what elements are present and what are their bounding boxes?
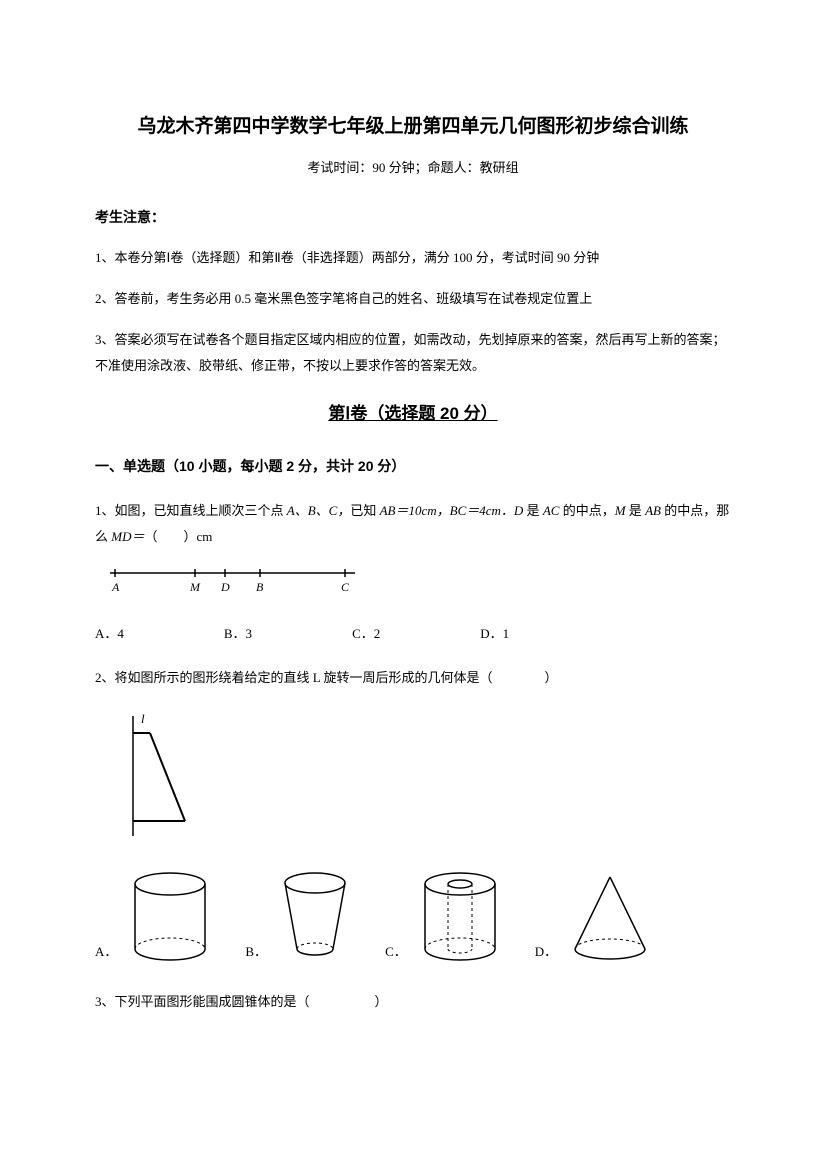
q2-option-d-wrap: D．	[535, 869, 655, 964]
notice-header: 考生注意：	[95, 205, 731, 230]
question-2: 2、将如图所示的图形绕着给定的直线 L 旋转一周后形成的几何体是（ ）	[95, 665, 731, 691]
cone-icon	[565, 869, 655, 964]
q1-line-diagram: A M D B C	[110, 565, 731, 602]
q1-end: （ ）cm	[144, 529, 212, 544]
q2-shape-options: A． B． C．	[95, 869, 731, 964]
rotation-svg: l	[115, 711, 215, 841]
q2-option-a-label: A．	[95, 940, 117, 963]
q1-t3: 是	[527, 503, 543, 518]
notice-item-1: 1、本卷分第Ⅰ卷（选择题）和第Ⅱ卷（非选择题）两部分，满分 100 分，考试时间…	[95, 245, 731, 271]
q1-m: M	[615, 503, 629, 518]
q2-option-c-label: C．	[385, 940, 407, 963]
notice-item-2: 2、答卷前，考生务必用 0.5 毫米黑色签字笔将自己的姓名、班级填写在试卷规定位…	[95, 286, 731, 312]
q1-ab2: AB	[645, 503, 664, 518]
q1-t2: 已知	[350, 503, 379, 518]
frustum-icon	[275, 869, 355, 964]
q1-md: MD＝	[111, 529, 144, 544]
svg-text:B: B	[256, 580, 264, 594]
q1-text: 1、如图，已知直线上顺次三个点	[95, 503, 287, 518]
q2-option-d-label: D．	[535, 940, 557, 963]
q1-options: A．4 B．3 C．2 D．1	[95, 622, 731, 645]
q2-option-b-label: B．	[245, 940, 267, 963]
q1-option-c: C．2	[352, 622, 380, 645]
line-svg: A M D B C	[110, 565, 360, 595]
q1-ab: AB＝10cm，BC＝4cm．D	[380, 503, 527, 518]
q1-option-a: A．4	[95, 622, 124, 645]
notice-item-3: 3、答案必须写在试卷各个题目指定区域内相应的位置，如需改动，先划掉原来的答案，然…	[95, 327, 731, 379]
q1-t4: 的中点，	[563, 503, 615, 518]
q1-option-b: B．3	[224, 622, 252, 645]
q2-option-b-wrap: B．	[245, 869, 355, 964]
q2-option-a-wrap: A．	[95, 869, 215, 964]
page-subtitle: 考试时间：90 分钟；命题人：教研组	[95, 156, 731, 179]
q1-ac: AC	[543, 503, 563, 518]
svg-text:M: M	[189, 580, 201, 594]
page-title: 乌龙木齐第四中学数学七年级上册第四单元几何图形初步综合训练	[95, 110, 731, 144]
question-1: 1、如图，已知直线上顺次三个点 A、B、C，已知 AB＝10cm，BC＝4cm．…	[95, 498, 731, 550]
q2-option-c-wrap: C．	[385, 869, 505, 964]
q2-rotation-diagram: l	[115, 711, 731, 848]
cylinder-icon	[125, 869, 215, 964]
sub-section-title: 一、单选题（10 小题，每小题 2 分，共计 20 分）	[95, 454, 731, 479]
svg-text:A: A	[111, 580, 120, 594]
question-3: 3、下列平面图形能围成圆锥体的是（ ）	[95, 989, 731, 1015]
q1-option-d: D．1	[480, 622, 509, 645]
q1-t5: 是	[629, 503, 645, 518]
section-title: 第Ⅰ卷（选择题 20 分）	[95, 399, 731, 430]
hollow-cylinder-icon	[415, 869, 505, 964]
q1-abc: A、B、C，	[287, 503, 351, 518]
svg-text:D: D	[220, 580, 230, 594]
svg-text:l: l	[141, 711, 145, 726]
svg-text:C: C	[341, 580, 350, 594]
